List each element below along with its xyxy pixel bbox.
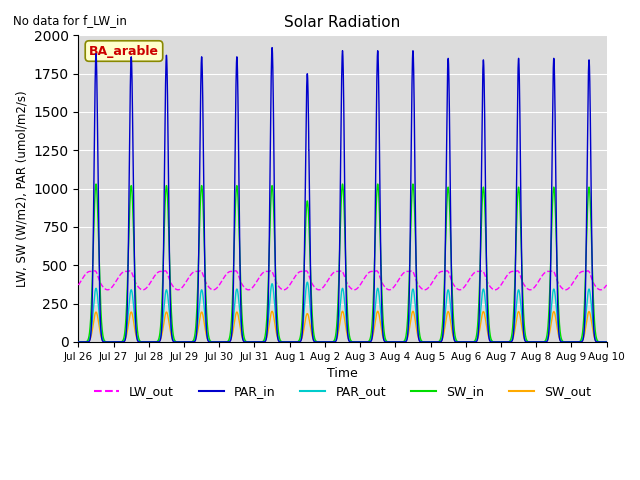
SW_in <box>278 339 286 345</box>
SW_in <box>492 339 500 345</box>
LW_out <box>522 285 530 290</box>
LW_out <box>638 339 640 345</box>
SW_out <box>103 339 111 345</box>
PAR_in <box>75 339 83 345</box>
Text: No data for f_LW_in: No data for f_LW_in <box>13 14 127 27</box>
PAR_in <box>408 90 416 96</box>
PAR_out <box>103 339 111 345</box>
Title: Solar Radiation: Solar Radiation <box>284 15 401 30</box>
PAR_out <box>522 338 530 344</box>
LW_out <box>408 268 415 274</box>
LW_out <box>75 282 83 288</box>
LW_out <box>492 287 500 292</box>
PAR_in <box>103 339 111 345</box>
LW_out <box>433 273 440 279</box>
SW_out <box>433 339 440 345</box>
PAR_out <box>492 339 500 345</box>
PAR_in <box>433 339 440 345</box>
Y-axis label: LW, SW (W/m2), PAR (umol/m2/s): LW, SW (W/m2), PAR (umol/m2/s) <box>15 90 28 287</box>
PAR_out <box>278 339 286 345</box>
Legend: LW_out, PAR_in, PAR_out, SW_in, SW_out: LW_out, PAR_in, PAR_out, SW_in, SW_out <box>89 380 596 403</box>
PAR_in <box>638 339 640 345</box>
SW_out <box>638 339 640 345</box>
X-axis label: Time: Time <box>327 367 358 380</box>
Line: SW_out: SW_out <box>79 311 640 342</box>
LW_out <box>443 268 451 274</box>
PAR_in <box>278 339 286 345</box>
SW_out <box>268 308 276 314</box>
PAR_out <box>75 339 83 345</box>
SW_out <box>278 339 286 345</box>
PAR_in <box>492 339 500 345</box>
PAR_out <box>433 339 440 345</box>
Line: PAR_in: PAR_in <box>79 48 640 342</box>
Text: BA_arable: BA_arable <box>89 45 159 58</box>
PAR_in <box>268 45 276 50</box>
PAR_out <box>303 279 311 285</box>
SW_out <box>492 339 500 345</box>
SW_in <box>92 181 100 187</box>
SW_in <box>433 339 440 345</box>
LW_out <box>278 287 286 292</box>
Line: LW_out: LW_out <box>79 271 640 342</box>
SW_in <box>638 339 640 345</box>
LW_out <box>103 287 111 293</box>
PAR_in <box>522 339 530 345</box>
PAR_out <box>638 339 640 345</box>
SW_out <box>408 311 416 316</box>
SW_in <box>75 339 83 345</box>
Line: SW_in: SW_in <box>79 184 640 342</box>
SW_in <box>408 193 416 199</box>
SW_out <box>522 338 530 344</box>
SW_in <box>522 336 530 342</box>
Line: PAR_out: PAR_out <box>79 282 640 342</box>
SW_out <box>75 339 83 345</box>
PAR_out <box>408 290 416 296</box>
SW_in <box>103 339 111 345</box>
